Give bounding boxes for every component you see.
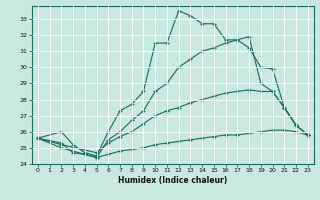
X-axis label: Humidex (Indice chaleur): Humidex (Indice chaleur) (118, 176, 228, 185)
